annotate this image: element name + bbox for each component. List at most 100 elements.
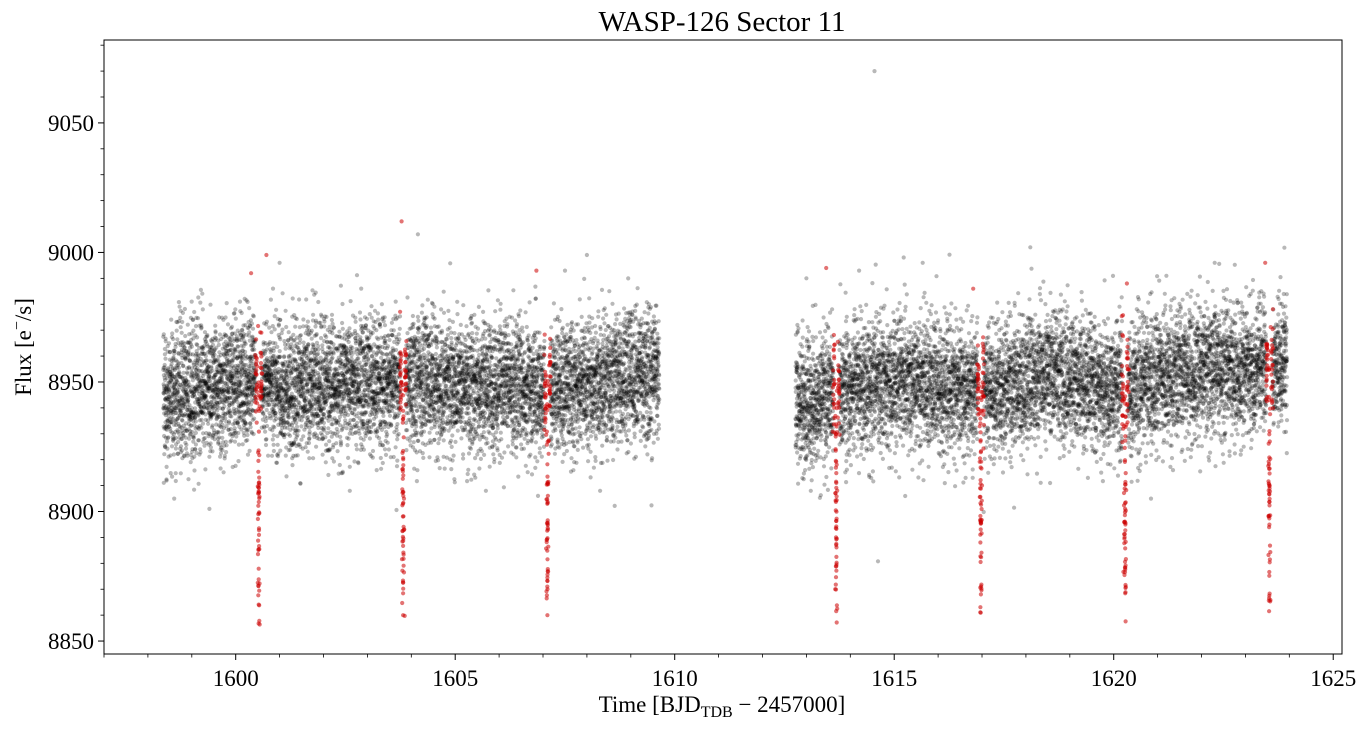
- flux-point: [185, 404, 190, 409]
- flux-point: [169, 376, 174, 381]
- flux-point: [168, 372, 173, 377]
- flux-point: [378, 455, 383, 461]
- flux-point: [189, 410, 194, 415]
- flux-point: [184, 378, 189, 383]
- flux-point: [180, 398, 185, 403]
- flux-point: [174, 392, 179, 397]
- flux-point: [460, 407, 465, 412]
- flux-point: [450, 433, 455, 438]
- flux-point: [191, 328, 196, 333]
- flux-point: [190, 390, 195, 395]
- flux-point: [164, 439, 170, 444]
- flux-point: [193, 400, 198, 405]
- flux-point: [171, 432, 176, 437]
- out-of-transit-points: [161, 69, 1290, 564]
- flux-point: [248, 402, 254, 407]
- flux-point: [191, 360, 196, 365]
- flux-point: [179, 403, 184, 408]
- flux-point: [237, 299, 243, 304]
- flux-point: [380, 460, 385, 466]
- flux-point: [194, 410, 199, 415]
- flux-point: [320, 452, 325, 457]
- flux-point: [162, 452, 167, 457]
- flux-point: [415, 468, 420, 473]
- flux-point: [184, 413, 189, 418]
- flux-point: [291, 332, 296, 337]
- flux-point: [432, 437, 437, 442]
- flux-point: [196, 425, 201, 430]
- flux-point: [357, 360, 362, 365]
- flux-point: [170, 416, 176, 421]
- flux-point: [224, 443, 229, 448]
- flux-point: [169, 399, 174, 404]
- flux-point: [167, 374, 172, 379]
- flux-point: [190, 374, 195, 379]
- flux-point: [197, 391, 202, 397]
- flux-point: [222, 453, 227, 458]
- flux-point: [174, 379, 179, 384]
- flux-point: [340, 326, 345, 331]
- flux-point: [264, 437, 269, 442]
- flux-point: [190, 456, 195, 461]
- flux-point: [330, 355, 335, 360]
- flux-point: [179, 395, 184, 400]
- flux-point: [180, 340, 185, 345]
- flux-point: [176, 389, 181, 395]
- flux-point: [188, 389, 193, 394]
- flux-point: [171, 400, 176, 405]
- flux-point: [164, 383, 169, 388]
- flux-point: [192, 389, 197, 394]
- flux-point: [192, 309, 197, 315]
- flux-point: [183, 391, 188, 396]
- flux-point: [357, 310, 363, 315]
- flux-point: [266, 453, 271, 458]
- flux-point: [179, 360, 184, 366]
- flux-point: [183, 357, 188, 362]
- flux-point: [161, 480, 166, 485]
- flux-point: [188, 460, 193, 465]
- flux-point: [165, 395, 170, 400]
- flux-point: [166, 414, 171, 419]
- flux-point: [270, 286, 276, 291]
- flux-point: [165, 419, 170, 424]
- flux-point: [368, 430, 374, 435]
- flux-point: [389, 320, 394, 325]
- flux-point: [165, 384, 170, 389]
- flux-point: [176, 399, 181, 404]
- flux-point: [268, 297, 273, 302]
- flux-point: [264, 407, 269, 413]
- flux-point: [166, 386, 171, 391]
- flux-point: [192, 423, 197, 428]
- flux-point: [420, 303, 425, 308]
- flux-point: [182, 454, 187, 459]
- flux-point: [395, 422, 400, 427]
- flux-point: [446, 308, 451, 313]
- flux-point: [189, 373, 194, 378]
- flux-point: [187, 418, 192, 423]
- flux-point: [178, 343, 183, 348]
- flux-point: [196, 372, 201, 377]
- flux-point: [427, 430, 432, 435]
- flux-point: [188, 342, 194, 347]
- flux-point: [175, 363, 181, 368]
- flux-point: [183, 426, 188, 431]
- flux-point: [194, 367, 199, 372]
- flux-point: [163, 368, 168, 373]
- flux-point: [250, 326, 256, 331]
- flux-point: [169, 394, 174, 399]
- flux-point: [167, 388, 172, 393]
- flux-point: [346, 412, 351, 417]
- flux-point: [323, 460, 328, 465]
- flux-point: [165, 344, 170, 349]
- flux-point: [173, 406, 178, 411]
- flux-point: [184, 349, 189, 354]
- flux-point: [193, 385, 198, 390]
- flux-point: [309, 328, 314, 333]
- flux-point: [405, 428, 410, 433]
- flux-point: [189, 410, 194, 415]
- flux-point: [185, 453, 190, 458]
- flux-point: [176, 300, 181, 305]
- flux-point: [168, 378, 173, 383]
- flux-point: [172, 405, 177, 410]
- flux-point: [180, 418, 185, 423]
